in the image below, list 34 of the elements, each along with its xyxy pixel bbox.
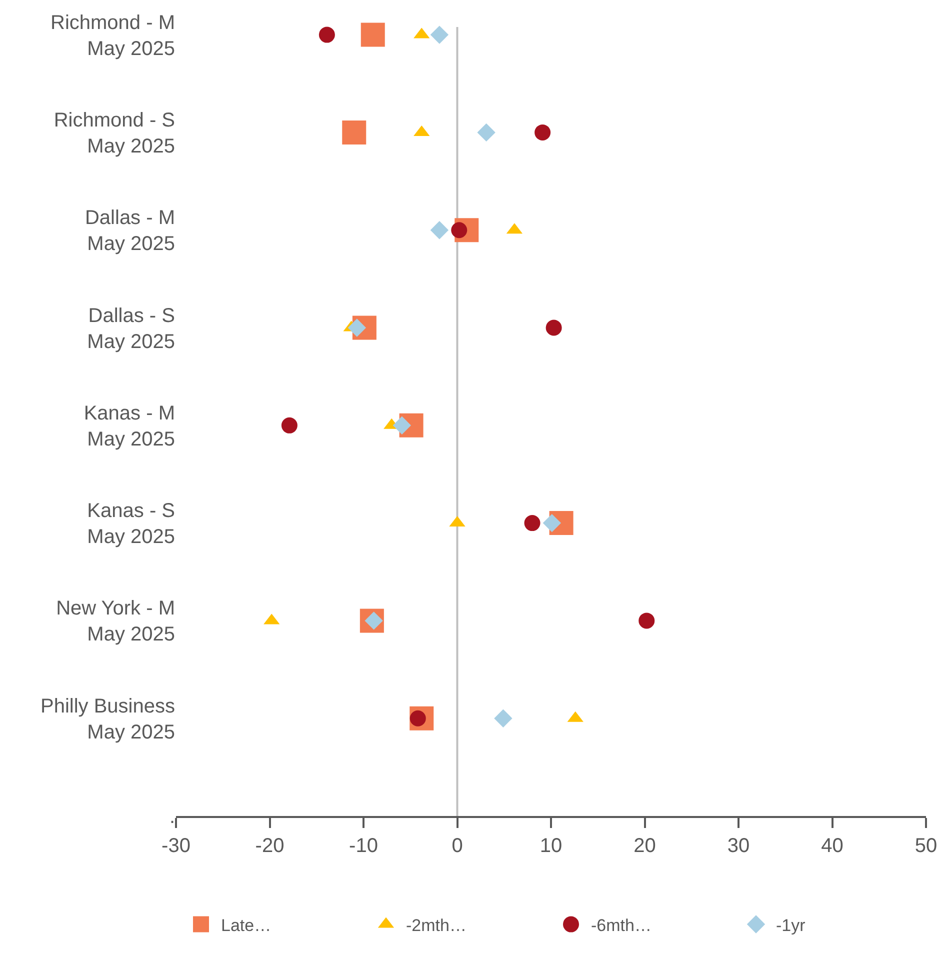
y-tick-label: Philly Business May 2025 xyxy=(40,695,175,744)
y-tick-label: New York - M May 2025 xyxy=(56,598,175,646)
y-tick-label: Richmond - S May 2025 xyxy=(54,109,175,158)
y-tick-label: Kanas - M May 2025 xyxy=(84,402,175,450)
x-tick-label: 20 xyxy=(634,835,656,857)
point xyxy=(281,417,298,434)
point xyxy=(534,124,551,140)
point xyxy=(430,221,449,240)
y-tick-label: . xyxy=(169,806,175,828)
point xyxy=(477,123,496,142)
x-tick-label: -10 xyxy=(349,835,378,857)
x-tick-label: -30 xyxy=(162,835,190,857)
y-tick-label: Dallas - M May 2025 xyxy=(84,207,175,256)
x-tick-label: 10 xyxy=(540,835,562,857)
y-tick-label: Dallas - S May 2025 xyxy=(87,304,175,353)
point xyxy=(430,26,449,44)
x-tick-label: 40 xyxy=(821,835,844,857)
y-tick-label: Kanas - S May 2025 xyxy=(87,500,175,548)
point xyxy=(318,26,335,43)
legend-label: -1yr xyxy=(776,916,806,935)
x-tick-label: 30 xyxy=(727,835,750,857)
legend-label: Late… xyxy=(221,916,272,935)
point xyxy=(342,120,366,144)
point xyxy=(494,709,512,728)
x-tick-label: 0 xyxy=(452,835,463,857)
x-tick-label: -20 xyxy=(255,835,284,857)
point xyxy=(360,22,385,47)
x-tick-label: 50 xyxy=(914,835,938,857)
legend-label: -2mth… xyxy=(406,916,466,935)
point xyxy=(546,320,562,336)
point xyxy=(524,515,540,532)
y-tick-label: Richmond - M May 2025 xyxy=(50,12,175,60)
legend-label: -6mth… xyxy=(591,916,652,935)
point xyxy=(638,612,655,629)
